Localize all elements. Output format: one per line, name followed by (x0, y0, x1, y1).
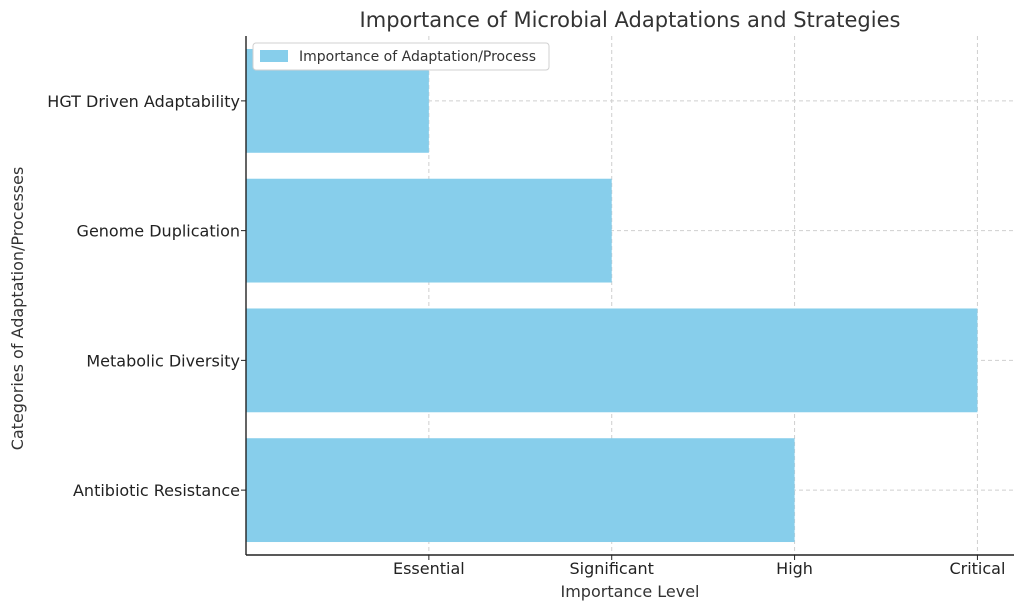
chart-title: Importance of Microbial Adaptations and … (360, 8, 901, 32)
legend-box (252, 42, 550, 71)
x-tick-label-1: Essential (393, 559, 465, 578)
x-tick-label-3: High (776, 559, 813, 578)
y-axis-label: Categories of Adaptation/Processes (8, 167, 27, 451)
y-tick-label-3: Genome Duplication (77, 222, 240, 241)
tick-labels: Essential Significant High Critical Antibiot… (47, 92, 1005, 578)
bar-genome-duplication (246, 178, 612, 283)
x-tick-label-2: Significant (569, 559, 653, 578)
bar-antibiotic-resistance (246, 438, 795, 543)
x-axis-label: Importance Level (560, 582, 699, 601)
y-tick-label-2: Metabolic Diversity (86, 351, 240, 370)
bar-metabolic-diversity (246, 308, 978, 413)
legend: Importance of Adaptation/Process (252, 42, 550, 71)
legend-label: Importance of Adaptation/Process (299, 49, 536, 65)
axes (241, 36, 1014, 560)
y-tick-label-4: HGT Driven Adaptability (47, 92, 240, 111)
y-tick-label-1: Antibiotic Resistance (73, 481, 240, 500)
bars (246, 48, 978, 543)
x-tick-label-4: Critical (949, 559, 1005, 578)
legend-swatch (260, 50, 288, 62)
